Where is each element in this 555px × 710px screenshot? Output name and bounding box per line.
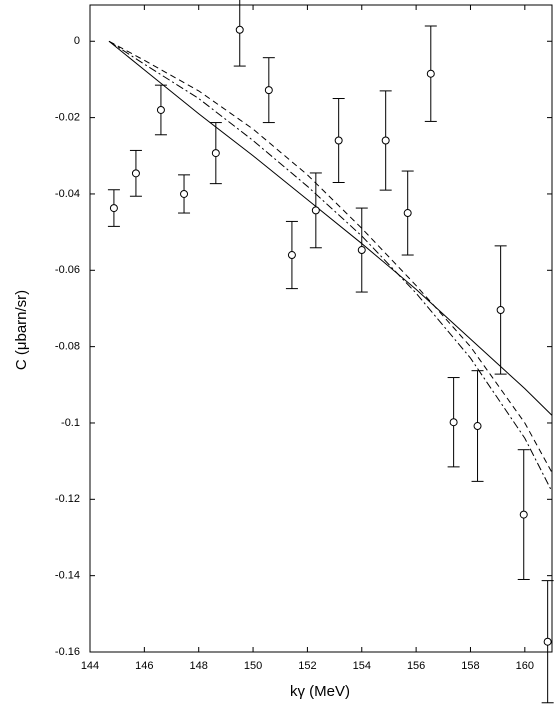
data-point — [519, 510, 528, 519]
x-tick-label: 160 — [516, 660, 534, 672]
y-tick-label: -0.02 — [55, 112, 80, 124]
y-tick-label: -0.08 — [55, 341, 80, 353]
data-point — [131, 169, 140, 178]
x-tick-label: 158 — [461, 660, 479, 672]
y-tick-label: -0.1 — [61, 417, 80, 429]
y-tick-label: -0.14 — [55, 570, 80, 582]
data-point — [543, 637, 552, 646]
data-point — [180, 189, 189, 198]
x-tick-label: 156 — [407, 660, 425, 672]
y-axis-label: C (μbarn/sr) — [13, 290, 30, 370]
data-point — [334, 136, 343, 145]
data-point — [357, 246, 366, 255]
y-tick-label: -0.06 — [55, 264, 80, 276]
x-tick-label: 154 — [353, 660, 371, 672]
model-curve — [108, 40, 553, 416]
x-tick-label: 146 — [135, 660, 153, 672]
data-point — [211, 149, 220, 158]
data-point — [473, 422, 482, 431]
x-tick-label: 144 — [81, 660, 99, 672]
x-tick-label: 152 — [298, 660, 316, 672]
y-tick-label: -0.12 — [55, 493, 80, 505]
data-point — [109, 204, 118, 213]
data-point — [311, 206, 320, 215]
data-point — [156, 105, 165, 114]
model-curve — [108, 40, 553, 492]
data-point — [496, 305, 505, 314]
data-point — [235, 25, 244, 34]
data-point — [381, 136, 390, 145]
x-tick-label: 148 — [190, 660, 208, 672]
x-tick-label: 150 — [244, 660, 262, 672]
plot-frame — [89, 4, 553, 653]
data-point — [449, 418, 458, 427]
data-point — [264, 86, 273, 95]
y-tick-label: -0.16 — [55, 646, 80, 658]
model-curve — [108, 40, 553, 473]
data-point — [403, 209, 412, 218]
data-point — [287, 251, 296, 260]
y-tick-label: -0.04 — [55, 188, 80, 200]
y-tick-label: 0 — [74, 35, 80, 47]
x-axis-label: kγ (MeV) — [290, 683, 350, 700]
data-point — [426, 69, 435, 78]
